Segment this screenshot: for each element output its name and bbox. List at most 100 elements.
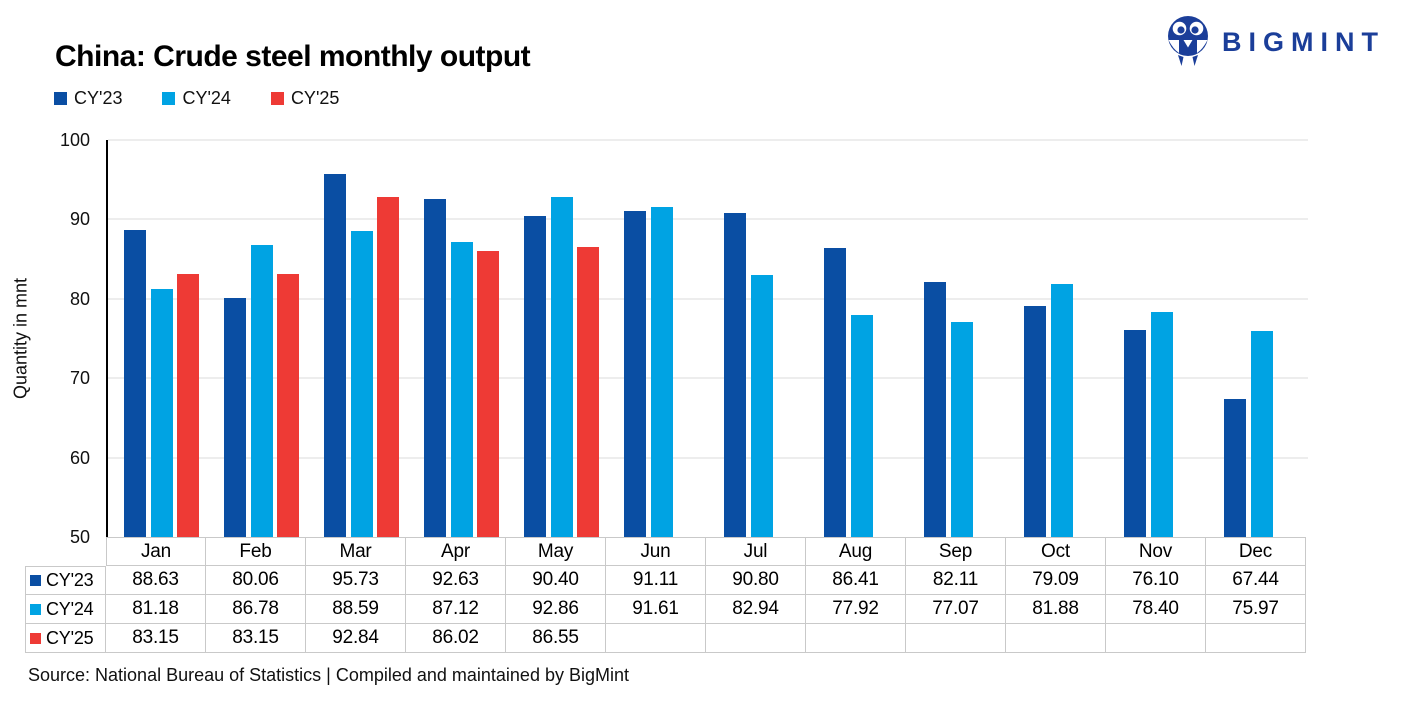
table-value-cy23-jan: 88.63: [106, 566, 206, 595]
table-value-cy25-nov: [1106, 624, 1206, 653]
legend-label: CY'25: [290, 88, 340, 108]
gridline-70: [108, 377, 1308, 380]
table-month-header-feb: Feb: [206, 537, 306, 566]
bar-cy24-jun: [650, 206, 673, 537]
table-series-label-cy23: CY'23: [25, 566, 106, 595]
table-value-cy23-feb: 80.06: [206, 566, 306, 595]
table-value-cy23-apr: 92.63: [406, 566, 506, 595]
bar-cy23-feb: [224, 298, 246, 537]
y-tick-label-80: 80: [69, 288, 90, 309]
table-month-header-sep: Sep: [906, 537, 1006, 566]
table-value-cy24-jan: 81.18: [106, 595, 206, 624]
gridline-90: [108, 218, 1308, 221]
table-value-cy25-apr: 86.02: [406, 624, 506, 653]
bar-cy23-nov: [1124, 329, 1146, 537]
table-series-label-cy25: CY'25: [25, 624, 106, 653]
source-note: Source: National Bureau of Statistics | …: [28, 665, 629, 685]
legend-label: CY'23: [74, 88, 123, 108]
table-month-header-oct: Oct: [1006, 537, 1106, 566]
y-tick-label-90: 90: [69, 209, 90, 230]
table-month-header-jan: Jan: [106, 537, 206, 566]
legend-item-cy24: CY'24: [162, 88, 231, 109]
table-value-cy23-dec: 67.44: [1206, 566, 1306, 595]
bigmint-logo: BIGMINT: [1166, 16, 1385, 68]
bar-cy24-dec: [1250, 330, 1273, 537]
series-swatch-icon: [30, 632, 41, 644]
bar-cy24-may: [550, 196, 573, 537]
bar-cy23-aug: [824, 247, 846, 537]
table-value-cy24-jul: 82.94: [706, 595, 806, 624]
table-month-header-apr: Apr: [406, 537, 506, 566]
table-month-header-mar: Mar: [306, 537, 406, 566]
table-value-cy24-apr: 87.12: [406, 595, 506, 624]
table-month-header-may: May: [506, 537, 606, 566]
bar-cy23-sep: [924, 282, 946, 537]
legend-swatch-icon: [54, 92, 67, 105]
gridline-60: [108, 456, 1308, 459]
legend-swatch-icon: [270, 92, 284, 105]
y-tick-label-50: 50: [69, 527, 90, 547]
table-value-cy25-aug: [806, 624, 906, 653]
table-value-cy24-feb: 86.78: [206, 595, 306, 624]
bar-cy24-oct: [1050, 283, 1073, 537]
gridline-80: [108, 297, 1308, 300]
bar-cy23-jun: [624, 210, 646, 537]
bar-cy25-jan: [177, 273, 199, 537]
table-value-cy25-sep: [906, 624, 1006, 653]
table-value-cy24-aug: 77.92: [806, 595, 906, 624]
table-value-cy24-may: 92.86: [506, 595, 606, 624]
bar-cy25-mar: [377, 196, 399, 537]
bar-cy24-apr: [450, 242, 473, 537]
bar-cy24-sep: [950, 322, 973, 537]
table-value-cy23-may: 90.40: [506, 566, 606, 595]
table-value-cy25-dec: [1206, 624, 1306, 653]
chart-plot-area: [106, 139, 1308, 537]
table-month-header-dec: Dec: [1206, 537, 1306, 566]
table-value-cy23-mar: 95.73: [306, 566, 406, 595]
table-value-cy24-sep: 77.07: [906, 595, 1006, 624]
chart-data-table: Jan Feb Mar Apr May Jun Jul Aug Sep Oct Nov Dec CY'2…: [25, 537, 1306, 653]
table-value-cy23-sep: 82.11: [906, 566, 1006, 595]
table-month-header-aug: Aug: [806, 537, 906, 566]
legend-swatch-icon: [162, 92, 176, 105]
series-label-text: CY'23: [46, 570, 94, 590]
table-value-cy25-may: 86.55: [506, 624, 606, 653]
table-month-header-jul: Jul: [706, 537, 806, 566]
bar-cy24-jan: [150, 289, 173, 537]
table-value-cy23-jul: 90.80: [706, 566, 806, 595]
table-value-cy23-oct: 79.09: [1006, 566, 1106, 595]
table-value-cy24-jun: 91.61: [606, 595, 706, 624]
bar-cy23-oct: [1024, 306, 1046, 537]
y-tick-label-100: 100: [59, 130, 90, 150]
bar-cy25-may: [577, 246, 599, 537]
bigmint-logo-text: BIGMINT: [1222, 26, 1385, 57]
table-month-header-nov: Nov: [1106, 537, 1206, 566]
chart-legend: CY'23 CY'24 CY'25: [54, 88, 339, 109]
y-tick-label-60: 60: [69, 447, 90, 468]
series-swatch-icon: [30, 575, 41, 586]
table-series-label-cy24: CY'24: [25, 595, 106, 624]
table-value-cy25-jun: [606, 624, 706, 653]
table-value-cy25-jan: 83.15: [106, 624, 206, 653]
bar-cy23-jul: [724, 213, 746, 537]
bar-cy24-mar: [350, 230, 373, 537]
table-value-cy24-dec: 75.97: [1206, 595, 1306, 624]
y-tick-label-70: 70: [69, 368, 90, 389]
bar-cy23-may: [524, 216, 546, 537]
table-value-cy24-mar: 88.59: [306, 595, 406, 624]
chart-title: China: Crude steel monthly output: [55, 40, 531, 73]
bar-cy24-aug: [850, 315, 873, 537]
table-corner-cell: [25, 537, 106, 566]
bar-cy25-feb: [277, 273, 299, 537]
bar-cy23-mar: [324, 173, 346, 537]
table-month-header-jun: Jun: [606, 537, 706, 566]
table-value-cy25-mar: 92.84: [306, 624, 406, 653]
legend-item-cy25: CY'25: [270, 88, 340, 109]
table-value-cy24-oct: 81.88: [1006, 595, 1106, 624]
table-value-cy23-nov: 76.10: [1106, 566, 1206, 595]
series-label-text: CY'25: [46, 627, 94, 648]
bar-cy24-feb: [250, 244, 273, 537]
series-swatch-icon: [30, 603, 41, 615]
bar-cy24-nov: [1150, 311, 1173, 537]
